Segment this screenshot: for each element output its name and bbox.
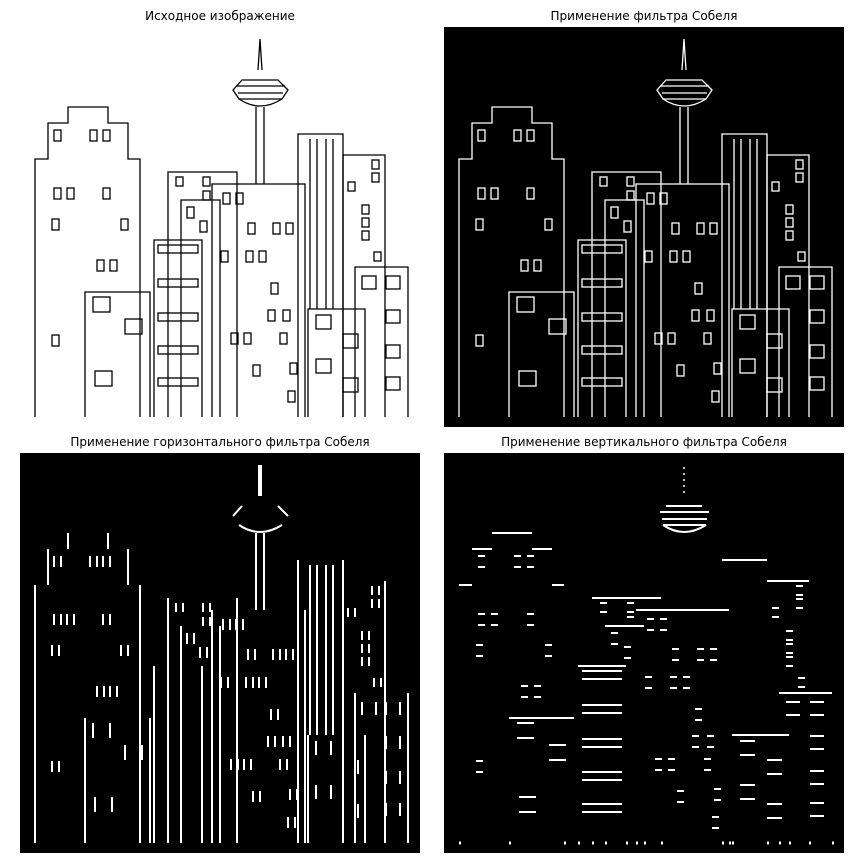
horizontal-sobel-title: Применение горизонтального фильтра Собел…: [70, 435, 370, 449]
original-image-title: Исходное изображение: [145, 9, 295, 23]
sobel-filter-title: Применение фильтра Собеля: [550, 9, 738, 23]
horizontal-sobel-panel: [20, 453, 420, 853]
sobel-filter-panel: [444, 27, 844, 427]
vertical-sobel-panel: [444, 453, 844, 853]
vertical-sobel-title: Применение вертикального фильтра Собеля: [501, 435, 787, 449]
original-image-panel: [20, 27, 420, 427]
